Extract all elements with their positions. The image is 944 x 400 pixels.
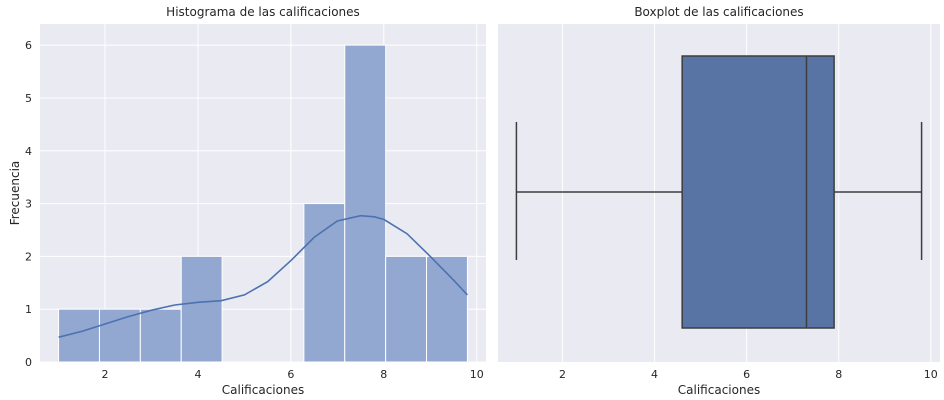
histogram-bar bbox=[344, 44, 387, 363]
histogram-bars bbox=[58, 44, 468, 363]
x-tick-label: 8 bbox=[380, 368, 387, 381]
x-tick-label: 2 bbox=[102, 368, 109, 381]
x-tick-label: 6 bbox=[287, 368, 294, 381]
y-tick-label: 6 bbox=[25, 39, 32, 52]
y-tick-label: 3 bbox=[25, 198, 32, 211]
x-tick-label: 4 bbox=[194, 368, 201, 381]
histogram-bar bbox=[426, 255, 468, 363]
histogram-y-ticks: 0 1 2 3 4 5 6 bbox=[25, 39, 32, 369]
histogram-bar bbox=[385, 255, 428, 363]
histogram-bar bbox=[303, 203, 346, 363]
kde-line bbox=[58, 214, 468, 338]
x-tick-label: 10 bbox=[924, 368, 938, 381]
y-tick-label: 5 bbox=[25, 92, 32, 105]
boxplot-title: Boxplot de las calificaciones bbox=[634, 5, 803, 19]
histogram-bar bbox=[98, 308, 141, 363]
histogram-bar bbox=[180, 255, 223, 363]
iqr-box bbox=[681, 55, 835, 329]
x-tick-label: 2 bbox=[559, 368, 566, 381]
boxplot-panel: 2 4 6 8 10 Boxplot de las calificaciones Cal… bbox=[498, 5, 940, 397]
x-tick-label: 8 bbox=[835, 368, 842, 381]
histogram-bar bbox=[139, 308, 182, 363]
x-tick-label: 6 bbox=[743, 368, 750, 381]
x-tick-label: 4 bbox=[651, 368, 658, 381]
boxplot-x-label: Calificaciones bbox=[678, 383, 760, 397]
boxplot-x-ticks: 2 4 6 8 10 bbox=[559, 368, 938, 381]
histogram-x-ticks: 2 4 6 8 10 bbox=[102, 368, 484, 381]
histogram-y-label: Frecuencia bbox=[8, 161, 22, 226]
histogram-x-label: Calificaciones bbox=[222, 383, 304, 397]
y-tick-label: 0 bbox=[25, 356, 32, 369]
x-tick-label: 10 bbox=[470, 368, 484, 381]
histogram-title: Histograma de las calificaciones bbox=[166, 5, 360, 19]
y-tick-label: 4 bbox=[25, 145, 32, 158]
y-tick-label: 1 bbox=[25, 303, 32, 316]
boxplot-marks bbox=[515, 55, 923, 329]
histogram-panel: 2 4 6 8 10 0 1 2 3 4 5 6 Histograma de las calific… bbox=[8, 5, 486, 397]
y-tick-label: 2 bbox=[25, 250, 32, 263]
